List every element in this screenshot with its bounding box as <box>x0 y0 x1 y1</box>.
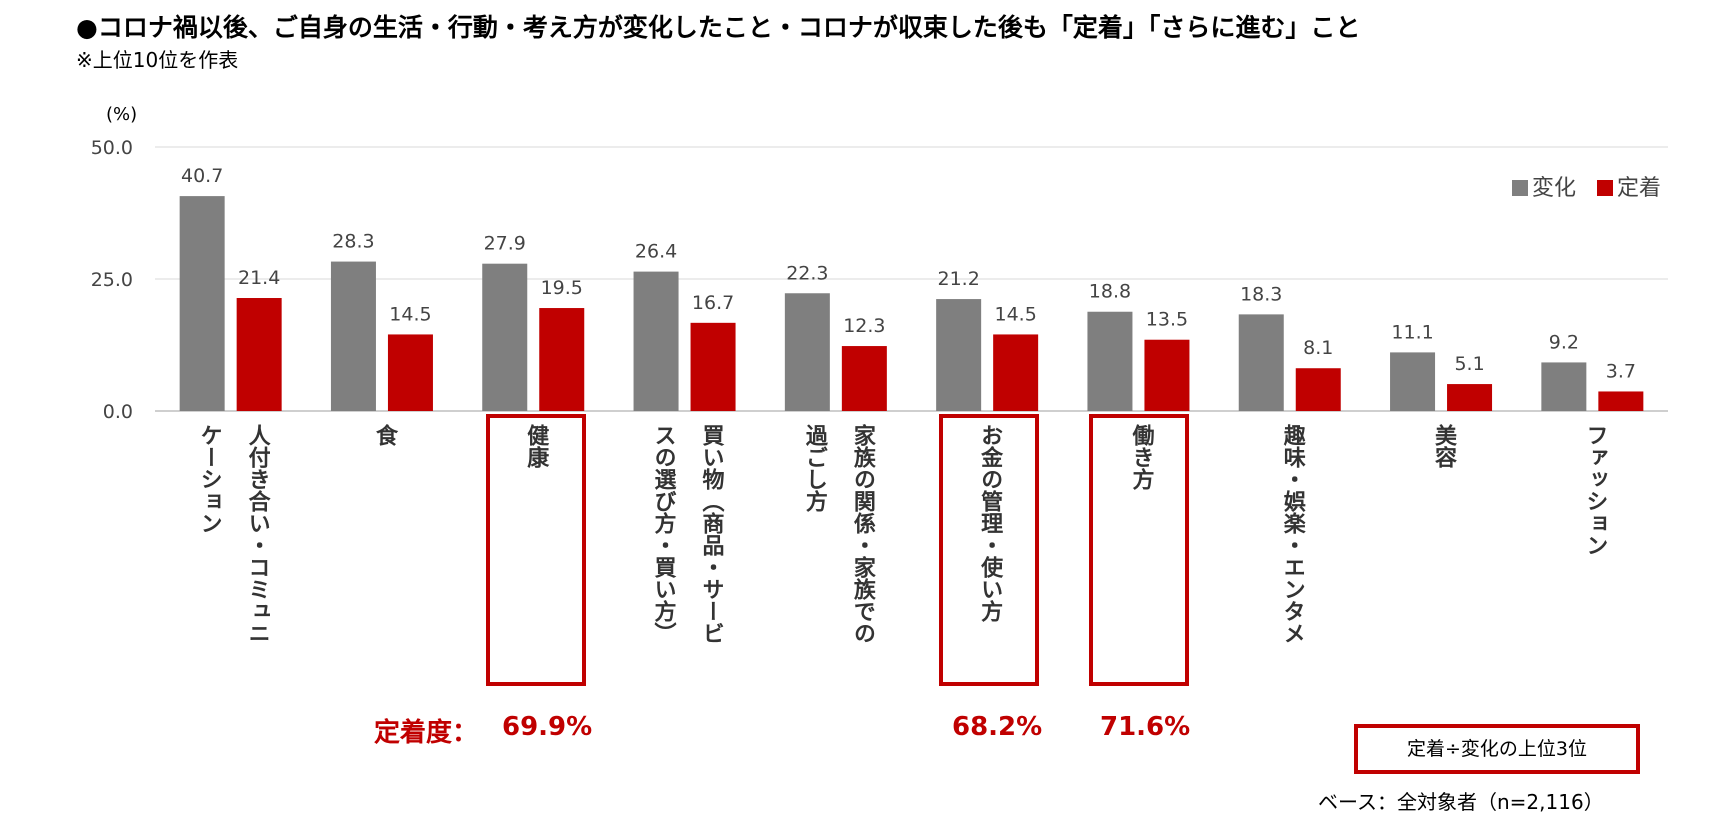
bar-change <box>1238 314 1284 411</box>
bar-retain <box>690 322 736 411</box>
bar-change <box>330 261 376 411</box>
data-label-retain: 12.3 <box>843 315 885 337</box>
category-label: 健康 <box>511 424 559 684</box>
category-label-line: 健康 <box>523 424 549 468</box>
legend-item-change: 変化 <box>1512 176 1583 201</box>
category-label-line: スの選び方・買い方） <box>650 424 676 644</box>
note-box: 定着÷変化の上位3位 <box>1354 724 1640 774</box>
bar-retain <box>387 334 433 411</box>
data-label-retain: 5.1 <box>1454 353 1484 375</box>
category-label-line: 美容 <box>1431 424 1457 468</box>
category-label-line: 家族の関係・家族での <box>849 424 875 644</box>
data-label-retain: 21.4 <box>238 267 280 289</box>
retention-label: 定着度： <box>374 718 479 748</box>
category-label: 美容 <box>1419 424 1467 684</box>
bar-change <box>1390 352 1436 411</box>
page-subtitle: ※上位10位を作表 <box>76 48 239 72</box>
data-label-change: 11.1 <box>1391 321 1433 343</box>
bar-retain <box>539 308 585 411</box>
bar-change <box>784 293 830 411</box>
category-label: お金の管理・使い方 <box>965 424 1013 684</box>
bar-change <box>1541 362 1587 411</box>
bar-retain <box>1144 339 1190 411</box>
bar-retain <box>1295 368 1341 411</box>
bar-change <box>1087 311 1133 411</box>
legend-label-retain: 定着 <box>1617 176 1662 201</box>
category-label-line: 過ごし方 <box>801 424 827 512</box>
category-label-line: お金の管理・使い方 <box>977 424 1003 622</box>
category-label-line: 人付き合い・コミュニ <box>244 424 270 644</box>
highlight-box-health <box>486 414 586 686</box>
legend-label-change: 変化 <box>1532 176 1577 201</box>
category-label-line: 食 <box>371 424 397 446</box>
category-label: 人付き合い・コミュニ ケーション <box>185 424 281 684</box>
data-label-retain: 14.5 <box>389 303 431 325</box>
legend-swatch-change <box>1512 180 1528 196</box>
category-label-line: 買い物（商品・サービ <box>698 424 724 644</box>
bar-change <box>179 196 225 411</box>
legend-swatch-retain <box>1597 180 1614 196</box>
data-label-change: 27.9 <box>484 233 526 255</box>
category-label: 働き方 <box>1116 424 1164 684</box>
data-label-change: 22.3 <box>786 262 828 284</box>
retention-value-work: 71.6% <box>1100 712 1191 742</box>
data-label-change: 9.2 <box>1549 331 1579 353</box>
page-title: ●コロナ禍以後、ご自身の生活・行動・考え方が変化したこと・コロナが収束した後も「… <box>76 13 1361 42</box>
data-label-change: 18.8 <box>1089 281 1131 303</box>
bar-change <box>633 271 679 411</box>
base-note: ベース：全対象者（n=2,116） <box>1318 790 1604 814</box>
category-label-line: ケーション <box>196 424 222 534</box>
data-label-change: 21.2 <box>937 268 979 290</box>
category-label-line: 趣味・娯楽・エンタメ <box>1279 424 1305 644</box>
data-label-retain: 3.7 <box>1606 360 1636 382</box>
data-label-change: 18.3 <box>1240 283 1282 305</box>
y-axis-unit: (%) <box>106 104 138 125</box>
category-label: 食 <box>360 424 408 684</box>
data-label-change: 26.4 <box>635 241 677 263</box>
category-label: 家族の関係・家族での 過ごし方 <box>790 424 886 684</box>
category-label: ファッション <box>1570 424 1618 684</box>
y-tick-label: 50.0 <box>91 137 133 159</box>
bar-change <box>936 299 982 411</box>
category-label: 買い物（商品・サービ スの選び方・買い方） <box>639 424 735 684</box>
category-label: 趣味・娯楽・エンタメ <box>1268 424 1316 684</box>
data-label-retain: 16.7 <box>692 292 734 314</box>
highlight-box-money <box>939 414 1039 686</box>
category-label-line: 働き方 <box>1128 424 1154 490</box>
data-label-retain: 13.5 <box>1146 309 1188 331</box>
y-tick-label: 0.0 <box>103 401 133 423</box>
data-label-retain: 8.1 <box>1303 337 1333 359</box>
data-label-change: 28.3 <box>332 231 374 253</box>
bar-retain <box>841 346 887 411</box>
data-label-change: 40.7 <box>181 165 223 187</box>
bar-retain <box>236 298 282 411</box>
legend-item-retain: 定着 <box>1597 176 1661 201</box>
retention-value-health: 69.9% <box>502 712 593 742</box>
bar-retain <box>993 334 1039 411</box>
chart-legend: 変化 定着 <box>1512 170 1675 202</box>
highlight-box-work <box>1089 414 1189 686</box>
bar-retain <box>1447 384 1493 411</box>
category-label-line: ファッション <box>1582 424 1608 556</box>
y-tick-label: 25.0 <box>91 269 133 291</box>
bar-retain <box>1598 391 1644 411</box>
data-label-retain: 19.5 <box>541 277 583 299</box>
retention-value-money: 68.2% <box>952 712 1043 742</box>
data-label-retain: 14.5 <box>994 303 1036 325</box>
bar-change <box>482 263 528 411</box>
